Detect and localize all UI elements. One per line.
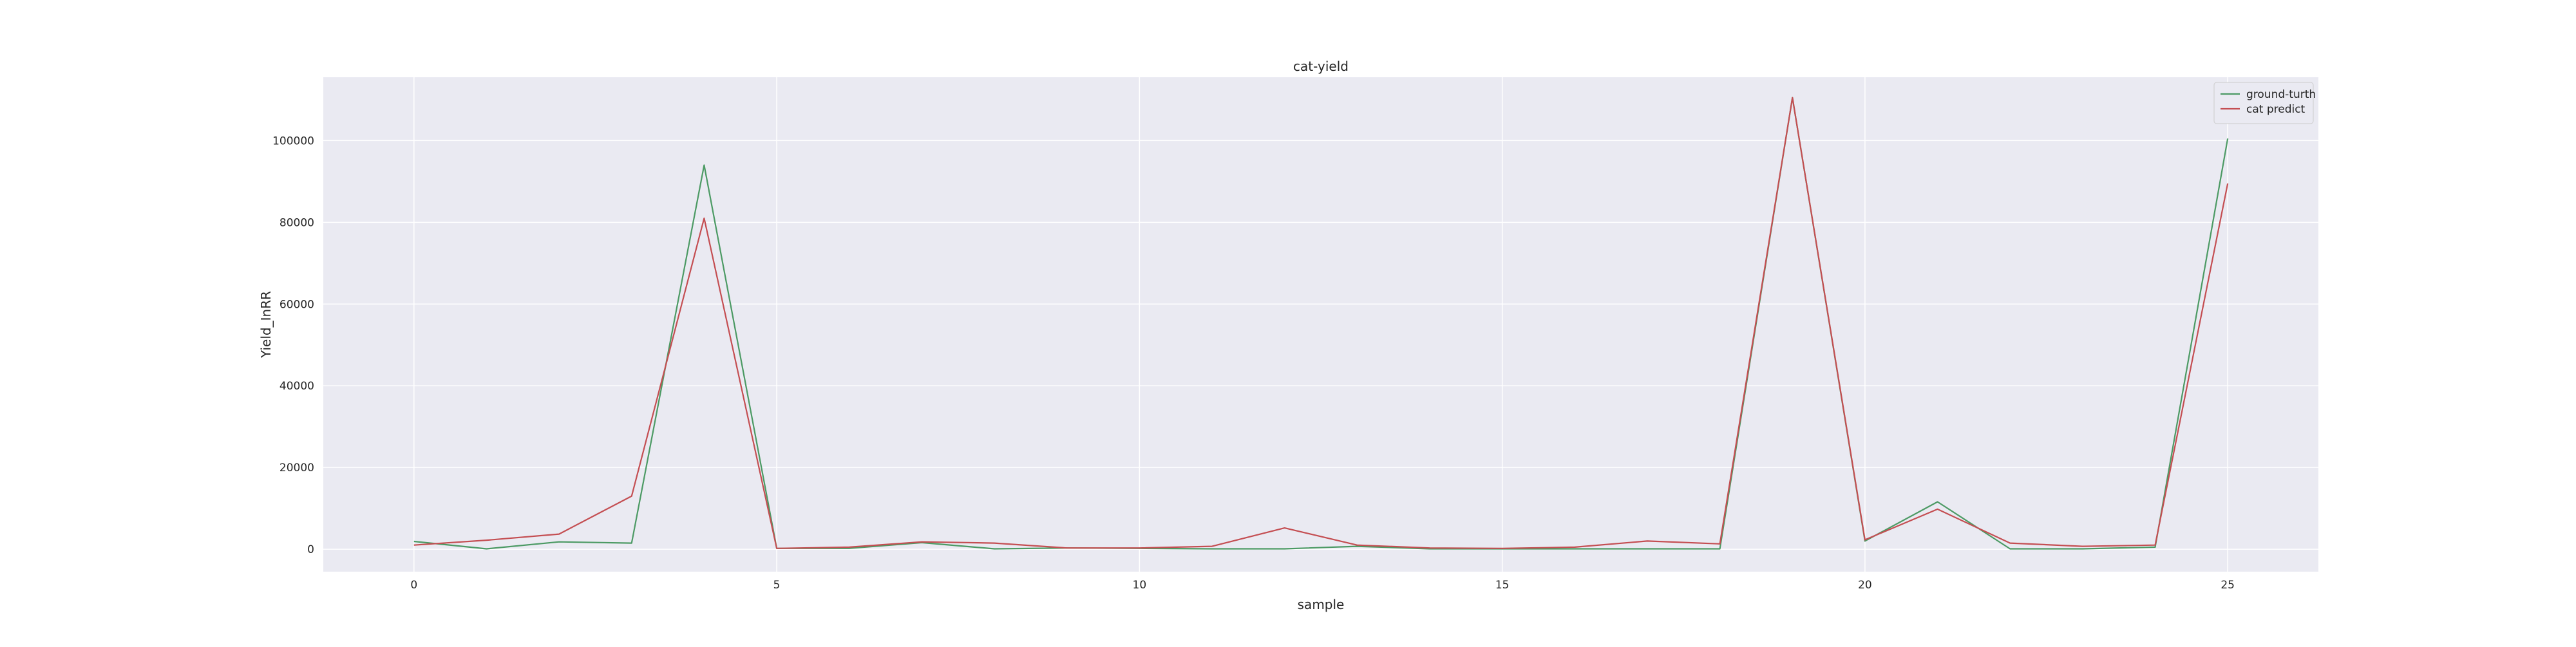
x-tick-label: 20 (1858, 579, 1872, 592)
y-tick-label: 100000 (272, 135, 314, 147)
legend-label: cat predict (2246, 103, 2306, 116)
y-tick-label: 60000 (279, 298, 314, 311)
x-tick-label: 25 (2221, 579, 2235, 592)
y-tick-label: 80000 (279, 216, 314, 229)
x-axis-label: sample (1298, 597, 1345, 612)
series-line-2 (413, 97, 2229, 549)
legend-label: ground-turth (2246, 88, 2316, 101)
y-tick-label: 0 (307, 543, 314, 556)
x-tick-label: 5 (773, 579, 781, 592)
y-tick-label: 20000 (279, 462, 314, 474)
y-tick-label: 40000 (279, 380, 314, 393)
tick-labels: 0 5 10 15 20 25 0 20000 40000 60000 80000 100000 (272, 135, 2235, 592)
series-line-1 (413, 97, 2229, 550)
x-tick-label: 0 (410, 579, 417, 592)
grid-lines (323, 77, 2318, 572)
plot-area (323, 77, 2318, 572)
legend-box (2213, 82, 2314, 124)
x-tick-label: 10 (1133, 579, 1147, 592)
x-tick-label: 15 (1495, 579, 1510, 592)
legend: ground-turth cat predict (2213, 82, 2316, 124)
series-lines (413, 97, 2229, 550)
chart-title: cat-yield (1293, 59, 1349, 74)
y-axis-label: Yield_InRR (258, 291, 274, 359)
